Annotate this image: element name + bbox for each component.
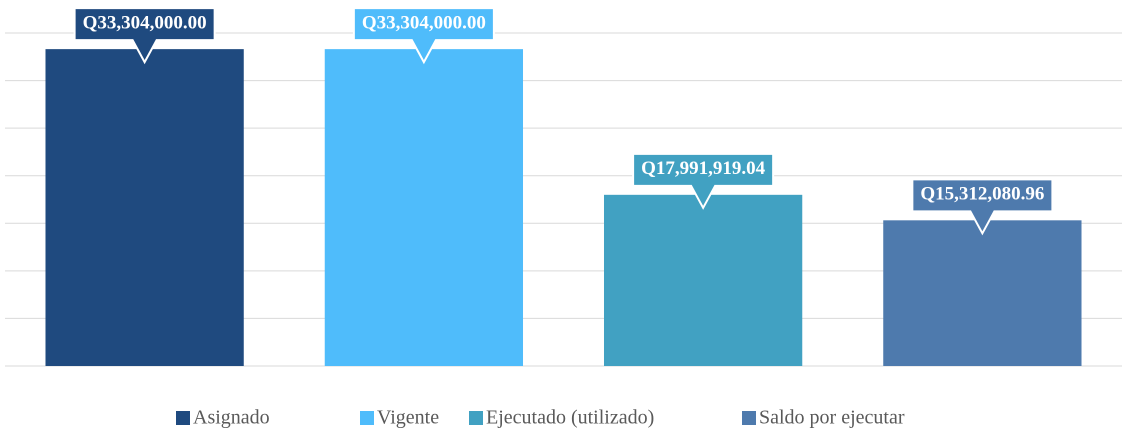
bar: [603, 194, 803, 366]
value-label-text: Q15,312,080.96: [920, 184, 1044, 205]
value-label-box: [73, 7, 216, 65]
value-label-text: Q17,991,919.04: [641, 158, 766, 179]
value-label-box: [632, 152, 775, 210]
legend-label: Asignado: [193, 407, 270, 429]
value-label-text: Q33,304,000.00: [83, 12, 207, 33]
legend-swatch: [360, 411, 374, 425]
value-label-box: [352, 7, 495, 65]
bar: [883, 220, 1082, 366]
legend-label: Vigente: [377, 407, 439, 429]
legend-swatch: [176, 411, 190, 425]
legend-swatch: [469, 411, 483, 425]
bar: [324, 49, 524, 366]
value-label-text: Q33,304,000.00: [362, 12, 486, 33]
bar: [45, 49, 244, 366]
legend-swatch: [742, 411, 756, 425]
legend-label: Saldo por ejecutar: [759, 407, 905, 429]
value-label-box: [911, 178, 1054, 236]
legend-label: Ejecutado (utilizado): [486, 407, 654, 429]
